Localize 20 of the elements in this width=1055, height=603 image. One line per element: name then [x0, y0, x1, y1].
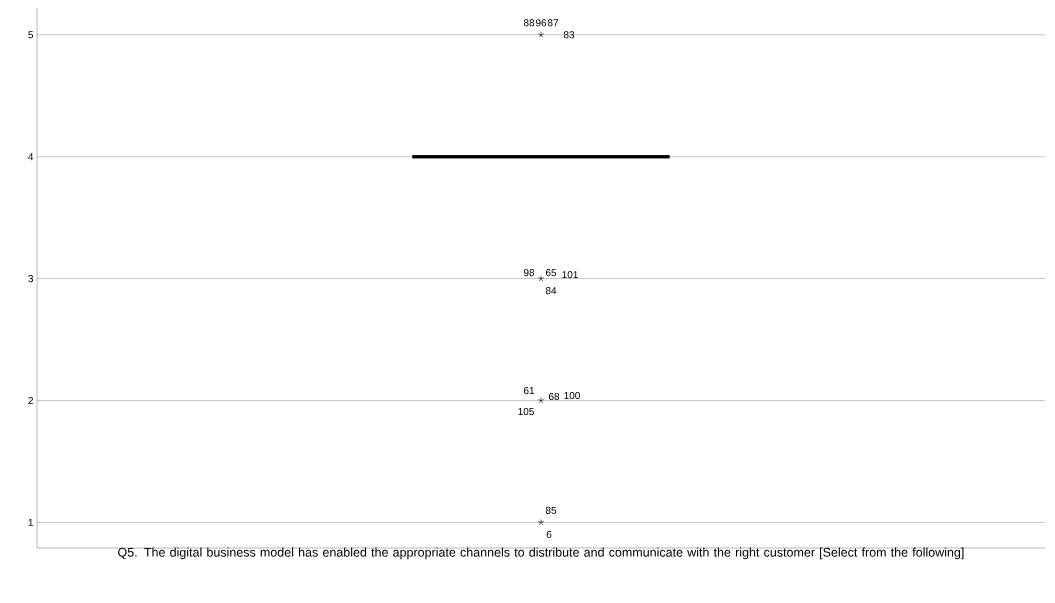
x-axis-title: Q5. The digital business model has enabled the appropriate channels to distribute and communicate with the right customer [Select from the following] — [118, 547, 964, 560]
annotation: 100 — [564, 391, 580, 400]
annotation: 61 — [523, 386, 535, 395]
annotation: 98 — [523, 269, 535, 277]
y-tick-label: 3 — [28, 275, 34, 283]
annotation: 68 — [548, 392, 560, 401]
annotation: 6 — [546, 530, 552, 538]
annotation: 101 — [562, 271, 578, 279]
annotation: 87 — [547, 19, 559, 27]
annotation: 105 — [518, 407, 534, 416]
y-tick-label: 1 — [28, 518, 33, 526]
annotation: 88 — [523, 19, 535, 27]
annotation: 96 — [535, 19, 547, 27]
y-tick-label: 4 — [28, 153, 34, 161]
annotation: 65 — [545, 269, 557, 277]
y-tick-label: 2 — [28, 397, 33, 404]
annotation: 83 — [563, 31, 575, 39]
y-tick-label: 5 — [28, 31, 34, 39]
annotation: 85 — [545, 506, 557, 514]
annotation: 84 — [545, 287, 557, 295]
